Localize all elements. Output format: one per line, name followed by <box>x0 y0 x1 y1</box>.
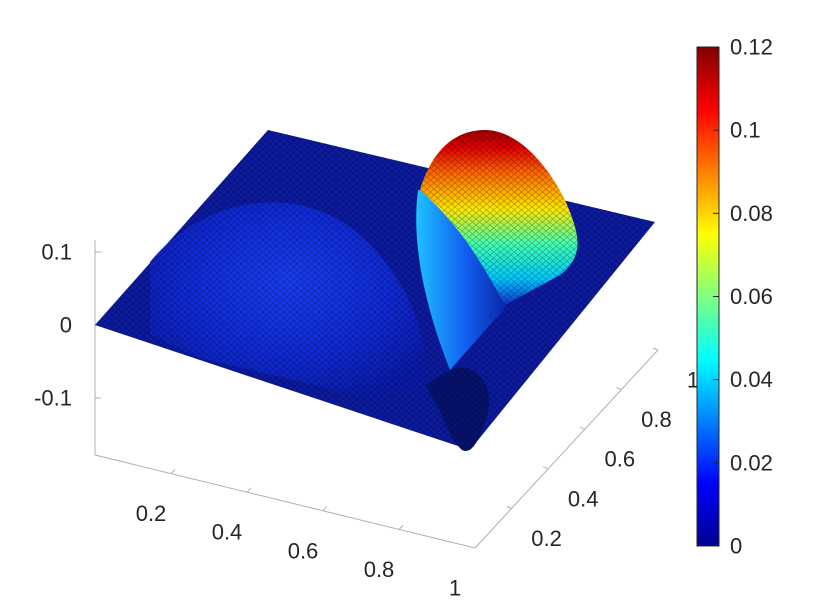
colorbar-tick-label: 0.12 <box>730 35 773 60</box>
x-tick-label: 0.8 <box>364 557 395 582</box>
axes <box>94 240 659 549</box>
y-axis-line <box>474 349 659 549</box>
x-tick-label: 0.6 <box>288 538 319 563</box>
y-tick-label: 0.6 <box>605 447 636 472</box>
y-tick <box>506 505 512 509</box>
colorbar-tick-label: 0.06 <box>730 284 773 309</box>
x-tick <box>322 506 328 512</box>
colorbar-ticks: 0 0.02 0.04 0.06 0.08 0.1 0.12 <box>713 35 773 559</box>
colorbar-tick-label: 0.02 <box>730 450 773 475</box>
x-tick <box>246 487 252 493</box>
trough-mesh <box>425 367 490 451</box>
x-tick <box>474 543 480 549</box>
x-axis-line <box>94 454 476 549</box>
y-tick-label: 0.2 <box>531 526 562 551</box>
z-tick-label: 0 <box>60 313 72 338</box>
x-tick-label: 0.2 <box>136 501 167 526</box>
x-tick-label: 0.4 <box>212 520 243 545</box>
y-tick <box>652 347 659 351</box>
y-tick-label: 0.4 <box>568 486 599 511</box>
colorbar-tick-label: 0.1 <box>730 118 761 143</box>
colorbar: 0 0.02 0.04 0.06 0.08 0.1 0.12 <box>696 35 773 559</box>
axis-ticks <box>95 251 659 549</box>
dome-mesh <box>150 202 426 400</box>
x-tick <box>170 469 176 474</box>
y-tick <box>616 387 622 391</box>
colorbar-tick-label: 0.08 <box>730 201 773 226</box>
x-tick <box>398 525 404 530</box>
ridge-mesh <box>420 130 578 305</box>
colorbar-tick-label: 0 <box>730 534 742 559</box>
y-tick-label: 1 <box>687 368 699 393</box>
surface-plot <box>95 130 655 451</box>
y-tick <box>579 426 585 430</box>
y-tick <box>543 466 549 470</box>
z-tick-label: 0.1 <box>41 240 72 265</box>
y-tick-label: 0.8 <box>641 407 672 432</box>
x-tick-label: 1 <box>449 576 461 601</box>
z-tick-label: -0.1 <box>34 386 72 411</box>
tick-labels: 0.20.40.60.810.20.40.60.81-0.100.1 <box>34 240 699 601</box>
colorbar-tick-label: 0.04 <box>730 367 773 392</box>
